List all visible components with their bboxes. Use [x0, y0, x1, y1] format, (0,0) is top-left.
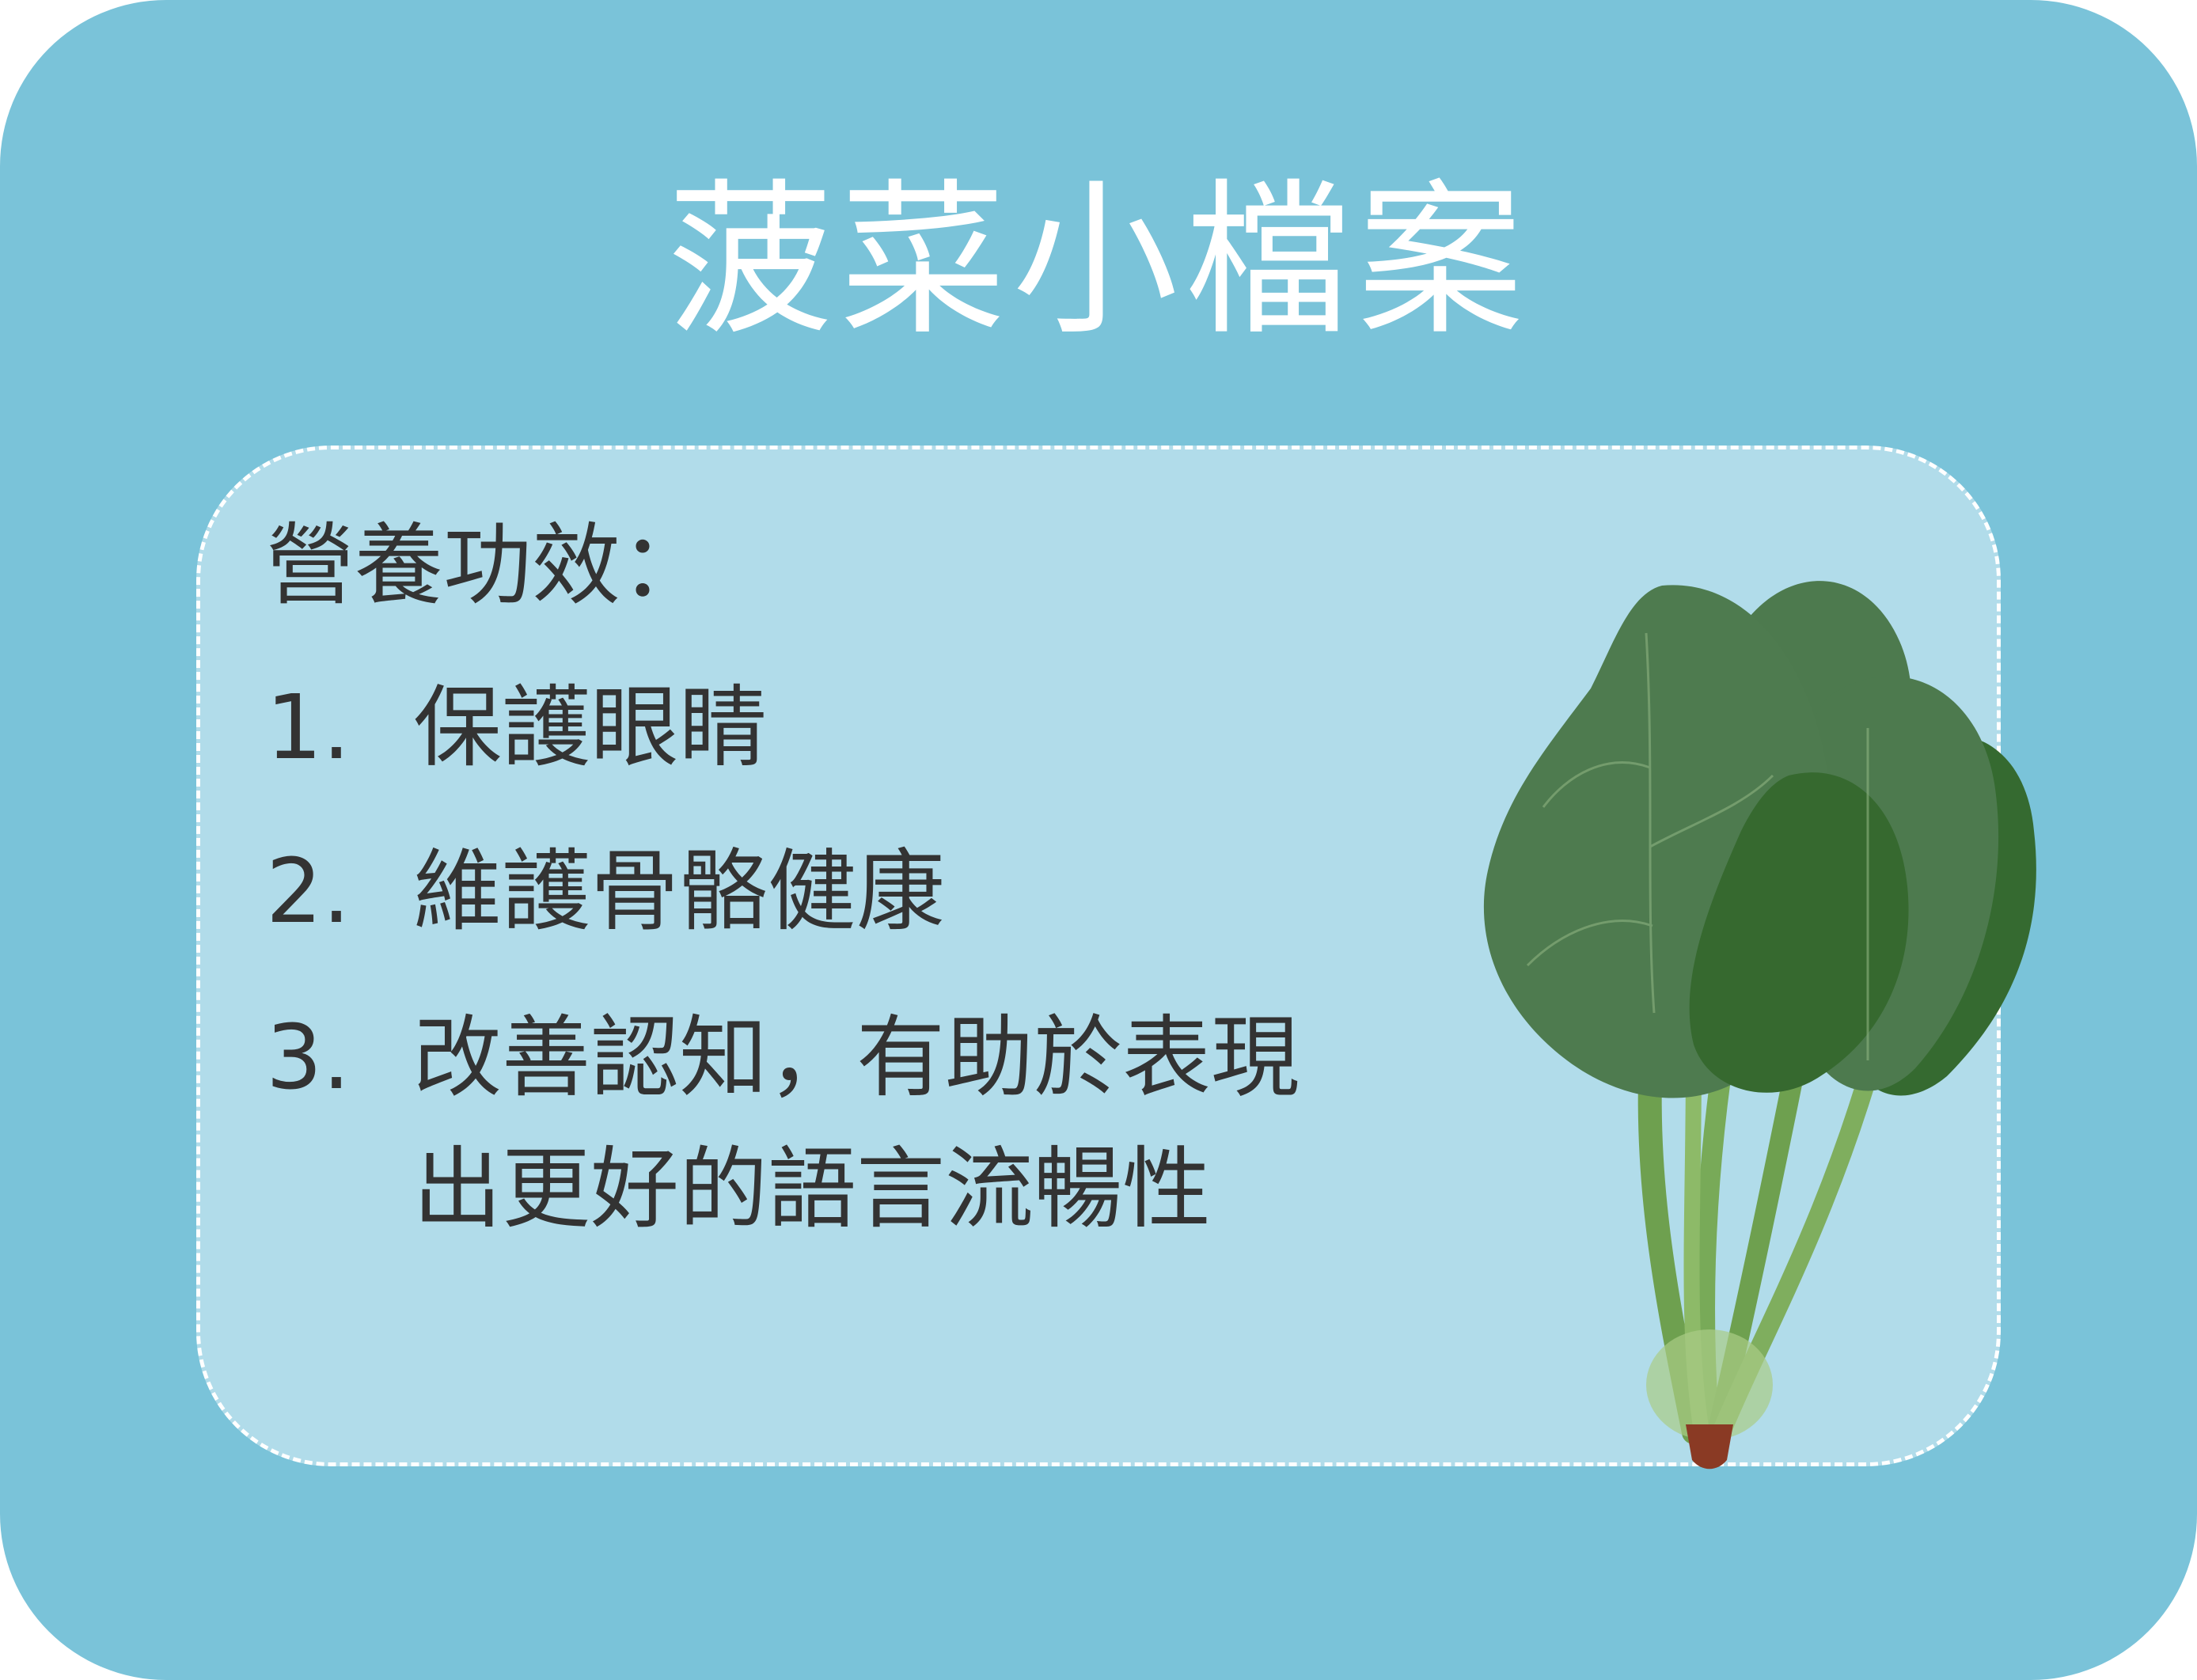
benefit-text-3-line1: 改善認知，有助於表現 [413, 1007, 1300, 1109]
spinach-illustration [1483, 581, 2036, 1470]
leaf-front [1689, 772, 1909, 1093]
benefit-text-3-line2: 出更好的語言流暢性 [413, 1138, 1211, 1241]
page-title: 菠菜小檔案 [666, 164, 1530, 358]
benefit-number-3: 3. [266, 1007, 351, 1109]
benefit-text-1: 保護眼睛 [413, 677, 768, 779]
section-heading: 營養功效： [266, 514, 709, 617]
stem-base [1646, 1329, 1773, 1440]
benefit-text-2: 維護骨骼健康 [413, 840, 945, 943]
leaf-veins [1526, 632, 1869, 1060]
benefit-number-2: 2. [266, 840, 351, 943]
spinach-root [1686, 1424, 1733, 1470]
benefit-number-1: 1. [266, 677, 351, 779]
